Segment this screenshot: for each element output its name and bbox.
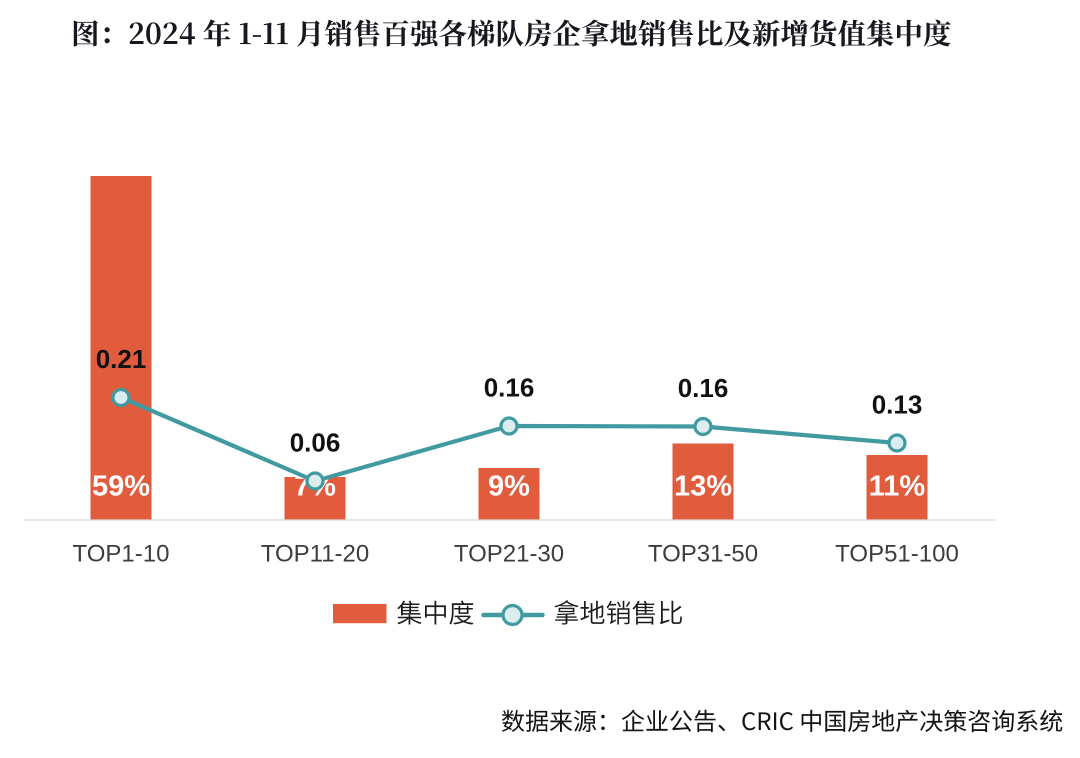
svg-text:0.16: 0.16 <box>678 373 729 403</box>
svg-text:11%: 11% <box>869 471 926 503</box>
svg-text:TOP31-50: TOP31-50 <box>648 541 758 568</box>
svg-text:TOP11-20: TOP11-20 <box>261 541 370 568</box>
svg-text:59%: 59% <box>92 471 150 503</box>
svg-text:TOP1-10: TOP1-10 <box>73 541 170 568</box>
svg-text:9%: 9% <box>488 471 530 503</box>
svg-text:0.16: 0.16 <box>484 373 535 403</box>
svg-text:TOP51-100: TOP51-100 <box>835 541 959 568</box>
svg-text:0.06: 0.06 <box>290 428 341 458</box>
svg-text:0.21: 0.21 <box>96 344 147 374</box>
svg-text:0.13: 0.13 <box>872 390 923 420</box>
svg-text:TOP21-30: TOP21-30 <box>454 541 564 568</box>
svg-text:13%: 13% <box>674 471 732 503</box>
